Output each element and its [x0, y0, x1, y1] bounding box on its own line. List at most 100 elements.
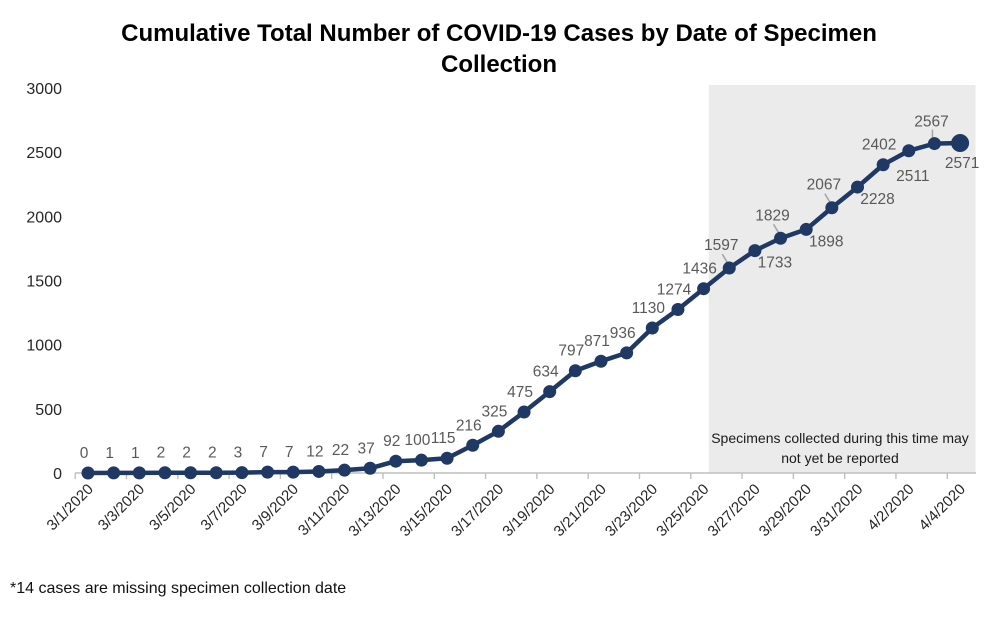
data-point-label: 2 [208, 445, 217, 462]
x-axis-label: 3/5/2020 [146, 481, 199, 534]
data-point-label: 2402 [862, 137, 896, 154]
data-point-label: 936 [610, 325, 636, 342]
data-point-label: 12 [306, 443, 323, 460]
data-point-label: 1898 [809, 233, 843, 250]
data-point-label: 1436 [682, 261, 716, 278]
data-point-label: 871 [584, 333, 610, 350]
y-axis-label: 1500 [26, 274, 62, 291]
data-point-marker [902, 144, 916, 158]
data-point-marker [235, 466, 249, 480]
data-point-marker [286, 465, 300, 479]
data-point-label: 100 [405, 432, 431, 449]
x-axis-label: 3/27/2020 [705, 481, 764, 540]
x-axis-label: 3/25/2020 [653, 481, 712, 540]
data-point-label: 22 [332, 442, 349, 459]
data-point-marker [543, 385, 557, 399]
x-axis-label: 3/29/2020 [756, 481, 815, 540]
data-point-label: 1733 [758, 255, 792, 272]
y-axis-label: 1000 [26, 338, 62, 355]
data-point-label: 797 [558, 343, 584, 360]
data-point-label: 1274 [657, 282, 692, 299]
data-point-marker [568, 364, 582, 378]
data-point-label: 2067 [807, 177, 841, 194]
data-point-label: 1 [131, 445, 140, 462]
data-point-marker [81, 466, 95, 480]
data-point-marker [671, 303, 685, 317]
data-point-label: 2571 [945, 155, 979, 172]
x-axis-label: 3/3/2020 [95, 481, 148, 534]
data-point-label: 2 [182, 445, 191, 462]
data-point-label: 634 [533, 364, 559, 381]
y-axis-label: 3000 [26, 81, 62, 98]
data-point-marker [722, 261, 736, 275]
x-axis-label: 3/23/2020 [602, 481, 661, 540]
data-point-marker [645, 321, 659, 335]
data-point-label: 1 [105, 445, 114, 462]
data-point-label: 2228 [860, 191, 894, 208]
x-axis-label: 3/17/2020 [448, 481, 507, 540]
data-point-marker [951, 134, 970, 153]
x-axis-label: 3/19/2020 [499, 481, 558, 540]
x-axis-label: 4/4/2020 [916, 481, 969, 534]
data-point-label: 216 [456, 417, 482, 434]
data-point-marker [466, 438, 480, 452]
data-point-marker [748, 244, 762, 258]
data-point-marker [107, 466, 121, 480]
data-point-marker [389, 454, 403, 468]
data-point-marker [927, 137, 941, 151]
data-point-label: 92 [383, 433, 400, 450]
x-axis-label: 3/9/2020 [249, 481, 302, 534]
y-axis-label: 500 [35, 402, 62, 419]
data-point-marker [825, 201, 839, 215]
y-axis-label: 2500 [26, 145, 62, 162]
data-point-label: 1597 [704, 237, 738, 254]
x-axis-label: 3/1/2020 [44, 481, 97, 534]
x-axis-label: 3/7/2020 [197, 481, 250, 534]
shaded-region-annotation: Specimens collected during this time may… [711, 430, 969, 466]
data-point-marker [440, 451, 454, 465]
data-point-label: 1829 [755, 207, 789, 224]
data-point-marker [851, 180, 864, 194]
data-point-marker [491, 424, 505, 438]
data-point-label: 2567 [914, 114, 948, 131]
y-axis-label: 0 [53, 466, 62, 483]
x-axis-label: 3/31/2020 [807, 481, 866, 540]
chart-title: Cumulative Total Number of COVID-19 Case… [121, 20, 877, 78]
data-point-marker [132, 466, 146, 480]
data-point-label: 3 [234, 445, 243, 462]
data-point-label: 37 [358, 440, 375, 457]
data-point-label: 0 [80, 445, 89, 462]
data-point-label: 2511 [896, 168, 929, 185]
data-point-marker [363, 461, 377, 475]
data-point-marker [184, 466, 198, 480]
data-point-marker [876, 158, 890, 172]
data-point-marker [517, 405, 531, 419]
x-axis-label: 4/2/2020 [864, 481, 917, 534]
data-point-label: 7 [259, 444, 268, 461]
shaded-region [708, 85, 976, 473]
data-point-label: 1130 [632, 300, 666, 317]
x-axis-label: 3/21/2020 [551, 481, 610, 540]
data-point-marker [774, 231, 788, 245]
data-point-marker [209, 466, 223, 480]
x-axis-label: 3/13/2020 [345, 481, 404, 540]
data-point-marker [620, 346, 634, 360]
data-point-marker [158, 466, 172, 480]
data-point-label: 325 [481, 403, 507, 420]
x-axis-label: 3/11/2020 [295, 481, 353, 539]
data-point-label: 475 [507, 384, 533, 401]
data-point-marker [338, 463, 351, 477]
data-point-marker [312, 464, 326, 478]
data-point-marker [697, 282, 711, 296]
data-point-marker [799, 222, 813, 236]
data-point-label: 7 [285, 444, 294, 461]
data-point-label: 115 [431, 430, 456, 447]
data-point-marker [261, 465, 275, 479]
footnote: *14 cases are missing specimen collectio… [10, 580, 347, 597]
data-point-marker [414, 453, 428, 467]
x-axis-label: 3/15/2020 [397, 481, 456, 540]
data-point-marker [594, 354, 608, 368]
data-point-label: 2 [157, 445, 166, 462]
y-axis-label: 2000 [26, 209, 62, 226]
